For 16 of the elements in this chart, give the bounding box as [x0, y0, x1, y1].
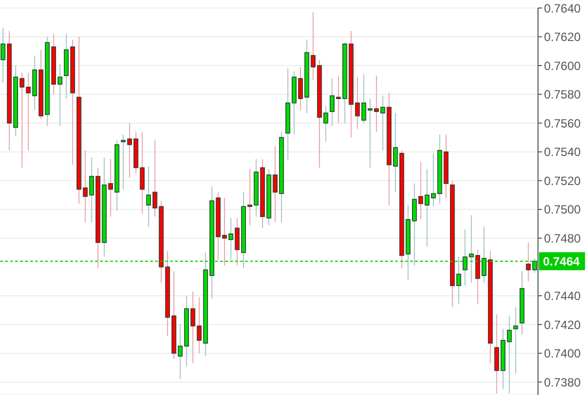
- y-tick-label: 0.7380: [544, 375, 582, 390]
- y-tick-label: 0.7400: [544, 346, 582, 361]
- y-tick-label: 0.7580: [544, 88, 582, 102]
- y-tick-label: 0.7540: [544, 145, 582, 160]
- y-tick-label: 0.7640: [544, 1, 582, 16]
- y-tick-label: 0.7480: [544, 231, 582, 246]
- y-tick-label: 0.7420: [544, 318, 582, 332]
- y-tick-label: 0.7440: [544, 288, 582, 303]
- y-tick-label: 0.7560: [544, 116, 582, 130]
- ref-line-label: 0.7464: [543, 254, 580, 269]
- candlestick: [526, 242, 531, 282]
- y-tick-label: 0.7520: [544, 174, 582, 188]
- y-tick-label: 0.7600: [544, 58, 582, 73]
- candlestick: [513, 306, 518, 374]
- y-tick-label: 0.7620: [544, 30, 582, 44]
- y-tick-label: 0.7500: [544, 202, 582, 217]
